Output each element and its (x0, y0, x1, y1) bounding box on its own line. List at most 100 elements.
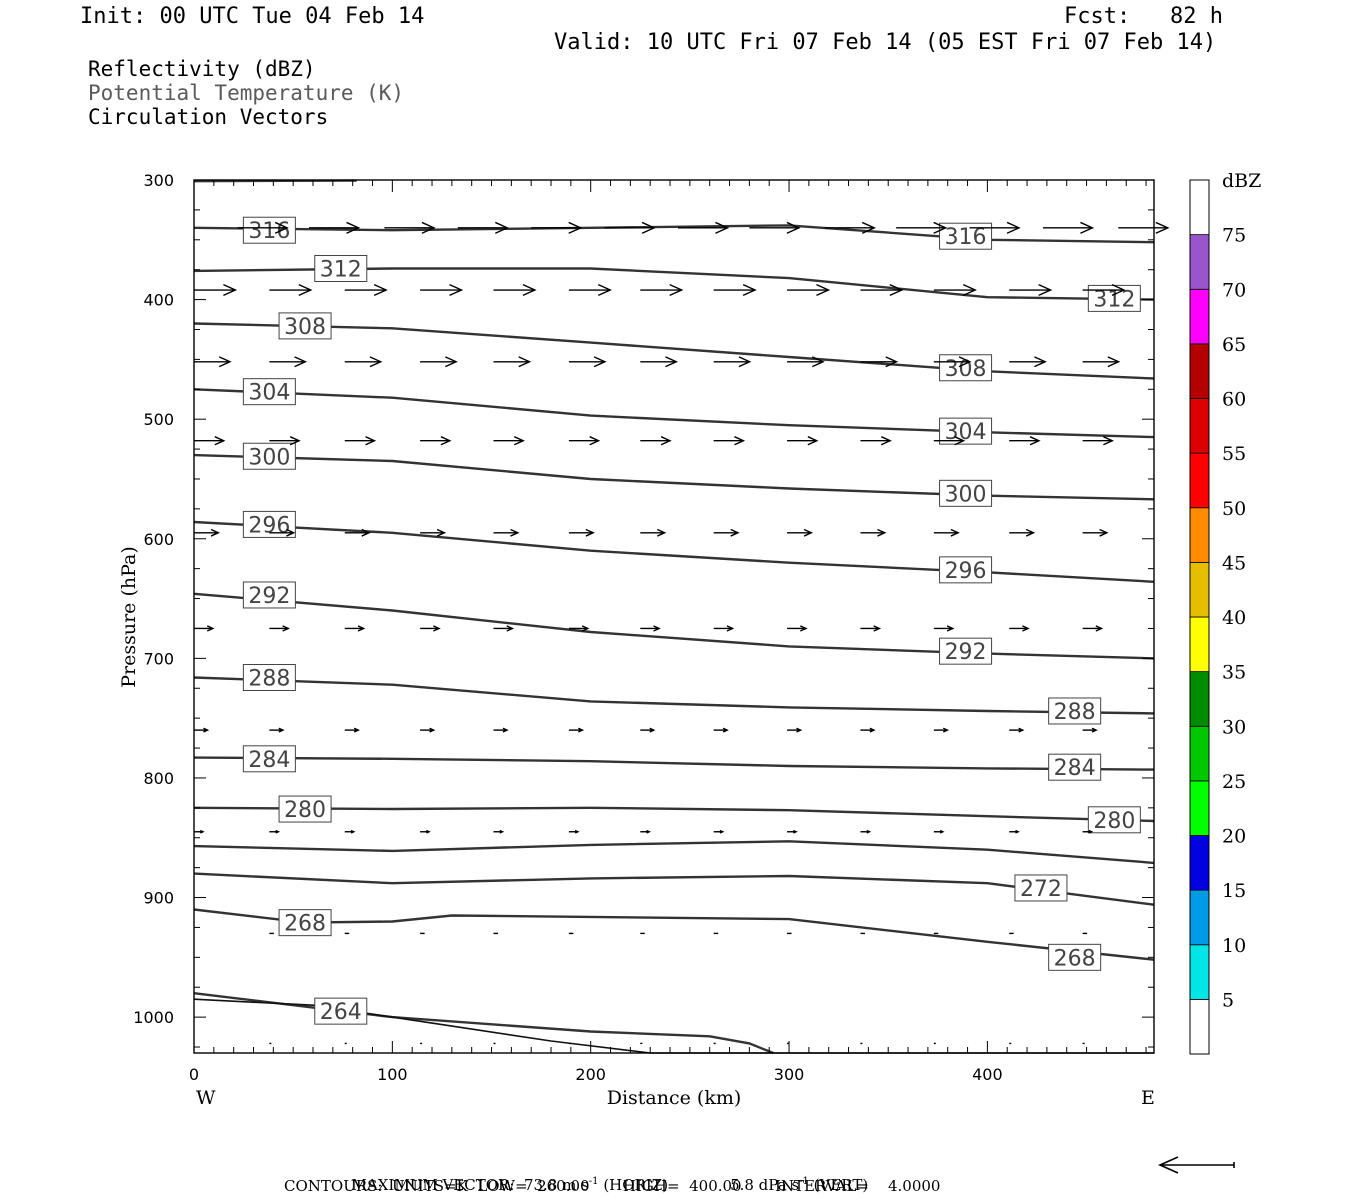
circulation-vector (568, 283, 612, 297)
legend-circulation-vectors: Circulation Vectors (88, 105, 329, 129)
circulation-vector (194, 829, 205, 834)
contour-line-296 (193, 520, 1155, 583)
valid-time: Valid: 10 UTC Fri 07 Feb 14 (05 EST Fri … (554, 30, 1217, 55)
max-vector-line: MAXIMUM VECTOR: 73.8 m s-1 (HORIZ) 5.8 d… (342, 1158, 869, 1194)
circulation-vector (568, 528, 595, 537)
circulation-vector (933, 356, 972, 368)
contour-label-268: 268 (1048, 943, 1102, 971)
colorbar-segment (1189, 343, 1210, 399)
contour-line-284 (193, 756, 1155, 771)
circulation-vector (896, 221, 948, 234)
circulation-vector (1082, 528, 1109, 537)
colorbar-segment (1189, 780, 1210, 836)
circulation-vector (713, 436, 746, 446)
circulation-vector (194, 528, 221, 537)
circulation-vector (640, 829, 651, 834)
colorbar-tick-label: 15 (1222, 880, 1246, 902)
colorbar-segment (1189, 561, 1210, 618)
contour-line-264 (193, 992, 774, 1055)
circulation-vector (860, 528, 887, 537)
circulation-vector (269, 727, 285, 733)
contour-info-line: CONTOURS: UNITS=K LOW= 260.00 HIGH= 400.… (284, 1177, 941, 1195)
contour-line-316 (193, 224, 1155, 244)
circulation-vector (1118, 221, 1170, 234)
contour-label-300: 300 (939, 479, 993, 507)
circulation-vector (933, 436, 966, 446)
colorbar-segment (1189, 452, 1210, 509)
circulation-vector (269, 829, 281, 834)
circulation-vector (384, 221, 436, 234)
circulation-vector (860, 283, 904, 297)
contour-label-text: 296 (945, 559, 987, 584)
contour-label-284: 284 (242, 745, 296, 773)
max-vector-label: MAXIMUM VECTOR: (351, 1176, 515, 1194)
contour-label-288: 288 (242, 663, 296, 691)
x-tick-label: 0 (189, 1065, 199, 1084)
circulation-vector (824, 221, 876, 234)
contour-label-text: 300 (945, 482, 987, 507)
contour-line-272 (193, 872, 1155, 906)
circulation-vector (420, 727, 436, 733)
contour-label-text: 288 (248, 666, 290, 691)
circulation-vector (713, 528, 740, 537)
colorbar-segment (1189, 944, 1210, 1000)
colorbar-segment (1189, 998, 1210, 1055)
colorbar-tick-label: 70 (1222, 279, 1246, 301)
contour-label-280: 280 (278, 795, 332, 823)
frame-layer: 0 100 200 300 400 300 400 500 600 700 800 900 1000 (133, 171, 1155, 1084)
circulation-vector (531, 221, 583, 234)
circulation-vector (787, 528, 814, 537)
contour-label-text: 308 (945, 357, 987, 382)
circulation-vector (933, 283, 977, 297)
circulation-vector (1082, 829, 1094, 834)
circulation-vector (309, 221, 361, 234)
contour-label-288: 288 (1048, 697, 1102, 725)
contour-label-text: 308 (284, 315, 326, 340)
contour-label-text: 316 (248, 219, 290, 244)
circulation-vector (787, 356, 825, 368)
legend-reflectivity: Reflectivity (dBZ) (88, 57, 316, 81)
circulation-vector (713, 356, 752, 368)
circulation-vector (787, 436, 819, 446)
colorbar-tick-label: 30 (1222, 716, 1246, 738)
max-horiz-exponent: -1 (588, 1176, 599, 1187)
contour-label-268: 268 (278, 909, 332, 937)
circulation-vector (344, 727, 360, 733)
circulation-vector (493, 829, 505, 834)
colorbar-segment (1189, 616, 1210, 673)
circulation-vector (269, 436, 301, 446)
legend-potential-temperature: Potential Temperature (K) (88, 81, 405, 105)
circulation-vector (269, 625, 290, 632)
circulation-vector (344, 625, 366, 632)
colorbar-tick-label: 10 (1222, 935, 1246, 957)
y-axis-title: Pressure (hPa) (118, 546, 140, 688)
circulation-vector (933, 829, 945, 834)
circulation-vector (713, 283, 757, 297)
contour-label-text: 292 (945, 640, 987, 665)
colorbar-tick-label: 75 (1222, 225, 1246, 247)
circulation-vector (713, 625, 735, 632)
circulation-vector (787, 625, 808, 632)
colorbar-segment (1189, 179, 1210, 236)
x-tick-label: 100 (377, 1065, 408, 1084)
colorbar-tick-label: 40 (1222, 607, 1246, 629)
circulation-vector (420, 829, 431, 834)
contour-label-284: 284 (1048, 753, 1102, 781)
contour-label-304: 304 (242, 378, 296, 406)
circulation-vector (269, 283, 313, 297)
contour-label-text: 304 (248, 381, 290, 406)
circulation-vector (457, 221, 510, 234)
circulation-vector (344, 829, 356, 834)
x-end-label-east: E (1141, 1087, 1155, 1109)
contour-line-308 (193, 322, 1155, 380)
circulation-vector (194, 356, 232, 368)
contour-label-text: 312 (1093, 287, 1135, 312)
contour-label-308: 308 (939, 354, 993, 382)
colorbar-segment (1189, 398, 1210, 454)
contour-label-text: 268 (1054, 946, 1096, 971)
circulation-vector (1009, 528, 1036, 537)
max-vert-tag: (VERT) (813, 1176, 869, 1194)
colorbar-segment (1189, 725, 1210, 782)
circulation-vector (640, 283, 684, 297)
